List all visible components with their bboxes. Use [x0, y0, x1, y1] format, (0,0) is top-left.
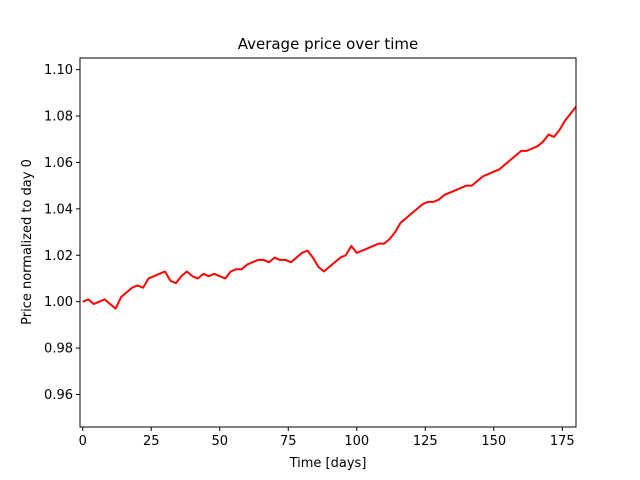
y-axis-label: Price normalized to day 0	[20, 159, 35, 325]
y-tick-label: 1.00	[44, 295, 73, 310]
y-tick-label: 1.04	[44, 202, 73, 217]
y-tick-label: 1.08	[44, 110, 73, 125]
y-tick-label: 1.02	[44, 249, 73, 264]
x-tick-label: 175	[550, 434, 575, 449]
x-tick-label: 100	[344, 434, 369, 449]
x-tick-label: 25	[143, 434, 160, 449]
y-tick-label: 0.96	[44, 388, 73, 403]
y-tick-label: 1.06	[44, 156, 73, 171]
plot-area	[82, 106, 577, 310]
x-tick-label: 125	[413, 434, 438, 449]
x-tick-label: 0	[79, 434, 87, 449]
x-axis-ticks: 0 25 50 75 100 125 150 175	[79, 427, 575, 449]
x-tick-label: 75	[280, 434, 297, 449]
chart-title: Average price over time	[238, 35, 419, 53]
x-axis-label: Time [days]	[289, 456, 367, 471]
x-tick-label: 50	[211, 434, 228, 449]
series-line-price	[82, 106, 577, 310]
axes-frame	[79, 57, 577, 428]
y-tick-label: 1.10	[44, 63, 73, 78]
y-axis-ticks: 0.96 0.98 1.00 1.02 1.04 1.06 1.08 1.10	[44, 63, 80, 403]
x-tick-label: 150	[481, 434, 506, 449]
y-tick-label: 0.98	[44, 342, 73, 357]
